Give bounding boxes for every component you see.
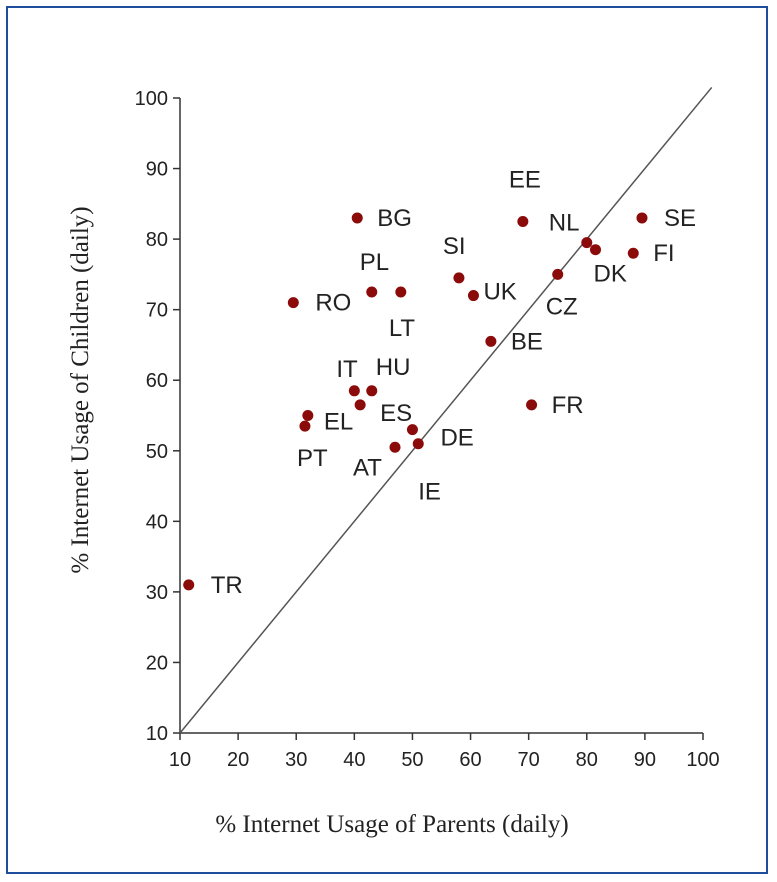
y-tick-label: 100	[135, 88, 168, 110]
data-point-si	[453, 272, 465, 284]
point-label-si: SI	[443, 233, 466, 260]
point-label-tr: TR	[211, 572, 243, 599]
x-tick-label: 60	[459, 749, 481, 771]
y-tick-label: 60	[146, 370, 168, 392]
data-point-el	[302, 410, 314, 421]
reference-line-group	[179, 86, 713, 734]
point-label-hu: HU	[376, 354, 411, 381]
data-point-be	[485, 335, 497, 347]
data-point-nl	[581, 237, 593, 249]
point-label-at: AT	[353, 454, 382, 481]
data-point-ie	[412, 438, 424, 450]
point-label-se: SE	[664, 205, 696, 232]
data-point-se	[636, 212, 648, 224]
data-point-de	[406, 424, 418, 436]
x-tick-label: 50	[401, 749, 423, 771]
x-tick-label: 20	[227, 749, 249, 771]
x-tick-label: 80	[576, 749, 598, 771]
data-point-es	[354, 399, 366, 411]
point-label-lt: LT	[389, 315, 416, 342]
point-label-ro: RO	[315, 290, 351, 317]
data-point-fi	[627, 247, 639, 259]
data-point-pt	[299, 420, 311, 432]
point-label-fr: FR	[552, 392, 584, 419]
data-point-it	[348, 385, 360, 397]
x-tick-label: 40	[343, 749, 365, 771]
x-tick-label: 70	[518, 749, 540, 771]
y-tick-label: 50	[146, 441, 168, 463]
axes: 10 20 30 40 50 60 70 80 90 100 10 20 30 40 50 60 70 80 90 1…	[135, 88, 720, 771]
y-tick-label: 70	[146, 300, 168, 322]
point-label-nl: NL	[549, 210, 580, 237]
data-point-uk	[467, 290, 479, 302]
data-point-hu	[366, 385, 378, 397]
data-point-tr	[183, 579, 195, 591]
point-label-ie: IE	[418, 479, 441, 506]
reference-line	[179, 86, 713, 734]
x-tick-label: 100	[686, 749, 719, 771]
point-label-pt: PT	[297, 445, 328, 472]
chart-frame	[6, 6, 768, 874]
data-point-ro	[287, 297, 299, 309]
data-point-cz	[552, 268, 564, 280]
x-tick-label: 10	[169, 749, 191, 771]
point-label-el: EL	[324, 409, 353, 436]
point-label-es: ES	[380, 400, 412, 427]
point-label-be: BE	[511, 328, 543, 355]
y-tick-label: 30	[146, 582, 168, 604]
x-tick-label: 90	[634, 749, 656, 771]
y-tick-label: 40	[146, 511, 168, 533]
data-point-bg	[351, 212, 363, 224]
point-label-de: DE	[440, 425, 473, 452]
y-tick-label: 90	[146, 159, 168, 181]
point-label-fi: FI	[653, 240, 674, 267]
x-axis-title: % Internet Usage of Parents (daily)	[215, 811, 568, 838]
point-label-bg: BG	[377, 205, 412, 232]
point-label-pl: PL	[360, 249, 389, 276]
y-tick-label: 20	[146, 652, 168, 674]
data-point-fr	[526, 399, 538, 411]
point-label-dk: DK	[593, 261, 626, 288]
y-tick-label: 10	[146, 723, 168, 745]
data-point-dk	[589, 244, 601, 256]
data-point-at	[389, 441, 401, 453]
y-tick-label: 80	[146, 229, 168, 251]
x-tick-label: 30	[285, 749, 307, 771]
point-label-it: IT	[336, 356, 358, 383]
data-points: TR RO PT EL IT BG ES HU PL AT LT DE IE SI UK BE EE FR CZ NL…	[183, 166, 696, 599]
data-point-pl	[366, 286, 378, 298]
data-point-lt	[395, 286, 407, 298]
data-point-ee	[517, 215, 529, 227]
point-label-ee: EE	[509, 166, 541, 193]
point-label-cz: CZ	[546, 293, 578, 320]
point-label-uk: UK	[483, 279, 516, 306]
y-axis-title: % Internet Usage of Children (daily)	[67, 206, 94, 573]
